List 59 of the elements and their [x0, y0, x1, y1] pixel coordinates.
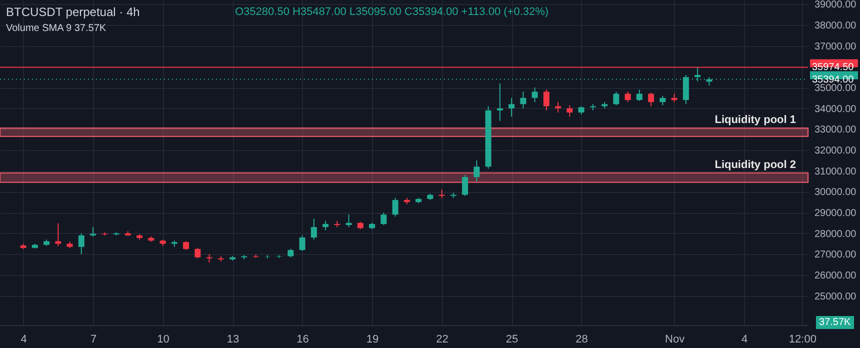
- candlestick: [438, 189, 445, 198]
- y-tick-label: 25000.00: [814, 291, 857, 302]
- candlestick: [660, 95, 666, 106]
- candlestick: [648, 92, 654, 107]
- candlestick: [462, 174, 468, 196]
- candlestick: [90, 226, 96, 237]
- chart-title: BTCUSDT perpetual · 4h: [6, 5, 140, 19]
- y-tick-label: 28000.00: [814, 228, 857, 240]
- x-tick-label: 28: [576, 334, 588, 346]
- candlestick: [264, 254, 270, 259]
- x-tick-label: 10: [157, 334, 170, 346]
- candlestick: [624, 91, 631, 103]
- candlestick: [322, 220, 329, 231]
- candlestick: [380, 212, 387, 226]
- y-tick-label: 32000.00: [814, 146, 857, 156]
- candlestick: [543, 89, 550, 111]
- candlestick: [508, 97, 515, 118]
- y-tick-label: 33000.00: [814, 124, 857, 136]
- text: 37.57K: [816, 316, 854, 329]
- candlestick: [206, 254, 212, 263]
- x-tick-label: Nov: [665, 334, 686, 346]
- candlestick: [392, 197, 398, 218]
- candlestick: [346, 214, 352, 228]
- candlestick: [299, 234, 306, 252]
- candlestick: [532, 87, 538, 103]
- x-tick-label: 7: [90, 334, 97, 346]
- y-tick-label: 26000.00: [814, 270, 857, 282]
- y-tick-label: 31000.00: [814, 166, 857, 178]
- x-tick-label: 16: [296, 334, 309, 346]
- annotation: Volume SMA 9 37.57K: [6, 23, 106, 34]
- y-tick-label: 39000.00: [814, 0, 857, 11]
- candlestick: [566, 104, 573, 118]
- x-tick-label: 22: [436, 334, 448, 346]
- y-tick-label: 30000.00: [814, 187, 857, 198]
- candlestick: [520, 91, 526, 109]
- band-label: Liquidity pool 1: [714, 114, 796, 126]
- candlestick: [310, 218, 317, 240]
- candlestick: [555, 102, 562, 113]
- y-tick-label: 27000.00: [814, 250, 857, 261]
- candlestick: [55, 222, 62, 247]
- y-tick-label: 29000.00: [814, 208, 857, 219]
- band-label: Liquidity pool 2: [714, 158, 796, 171]
- annotation: O35280.50 H35487.00 L35095.00 C35394.00 +113.00 (+0.32%): [235, 6, 549, 18]
- x-tick-label: 13: [226, 334, 240, 346]
- candlestick: [194, 247, 201, 259]
- x-tick-label: 4: [20, 334, 27, 346]
- y-tick-label: 35000.00: [814, 83, 857, 94]
- candlestick: [636, 89, 642, 102]
- x-tick-label: 25: [506, 334, 518, 346]
- x-tick-label: 12:00: [788, 334, 816, 346]
- candlestick: [496, 82, 503, 122]
- x-tick-label: 19: [366, 334, 379, 346]
- x-tick-label: 4: [741, 334, 748, 346]
- candlestick: [613, 91, 620, 106]
- y-tick-label: 38000.00: [814, 20, 857, 32]
- candlestick: [78, 232, 84, 255]
- candlestick: [474, 160, 480, 182]
- y-tick-label: 37000.00: [814, 41, 857, 52]
- y-tick-label: 34000.00: [814, 104, 857, 115]
